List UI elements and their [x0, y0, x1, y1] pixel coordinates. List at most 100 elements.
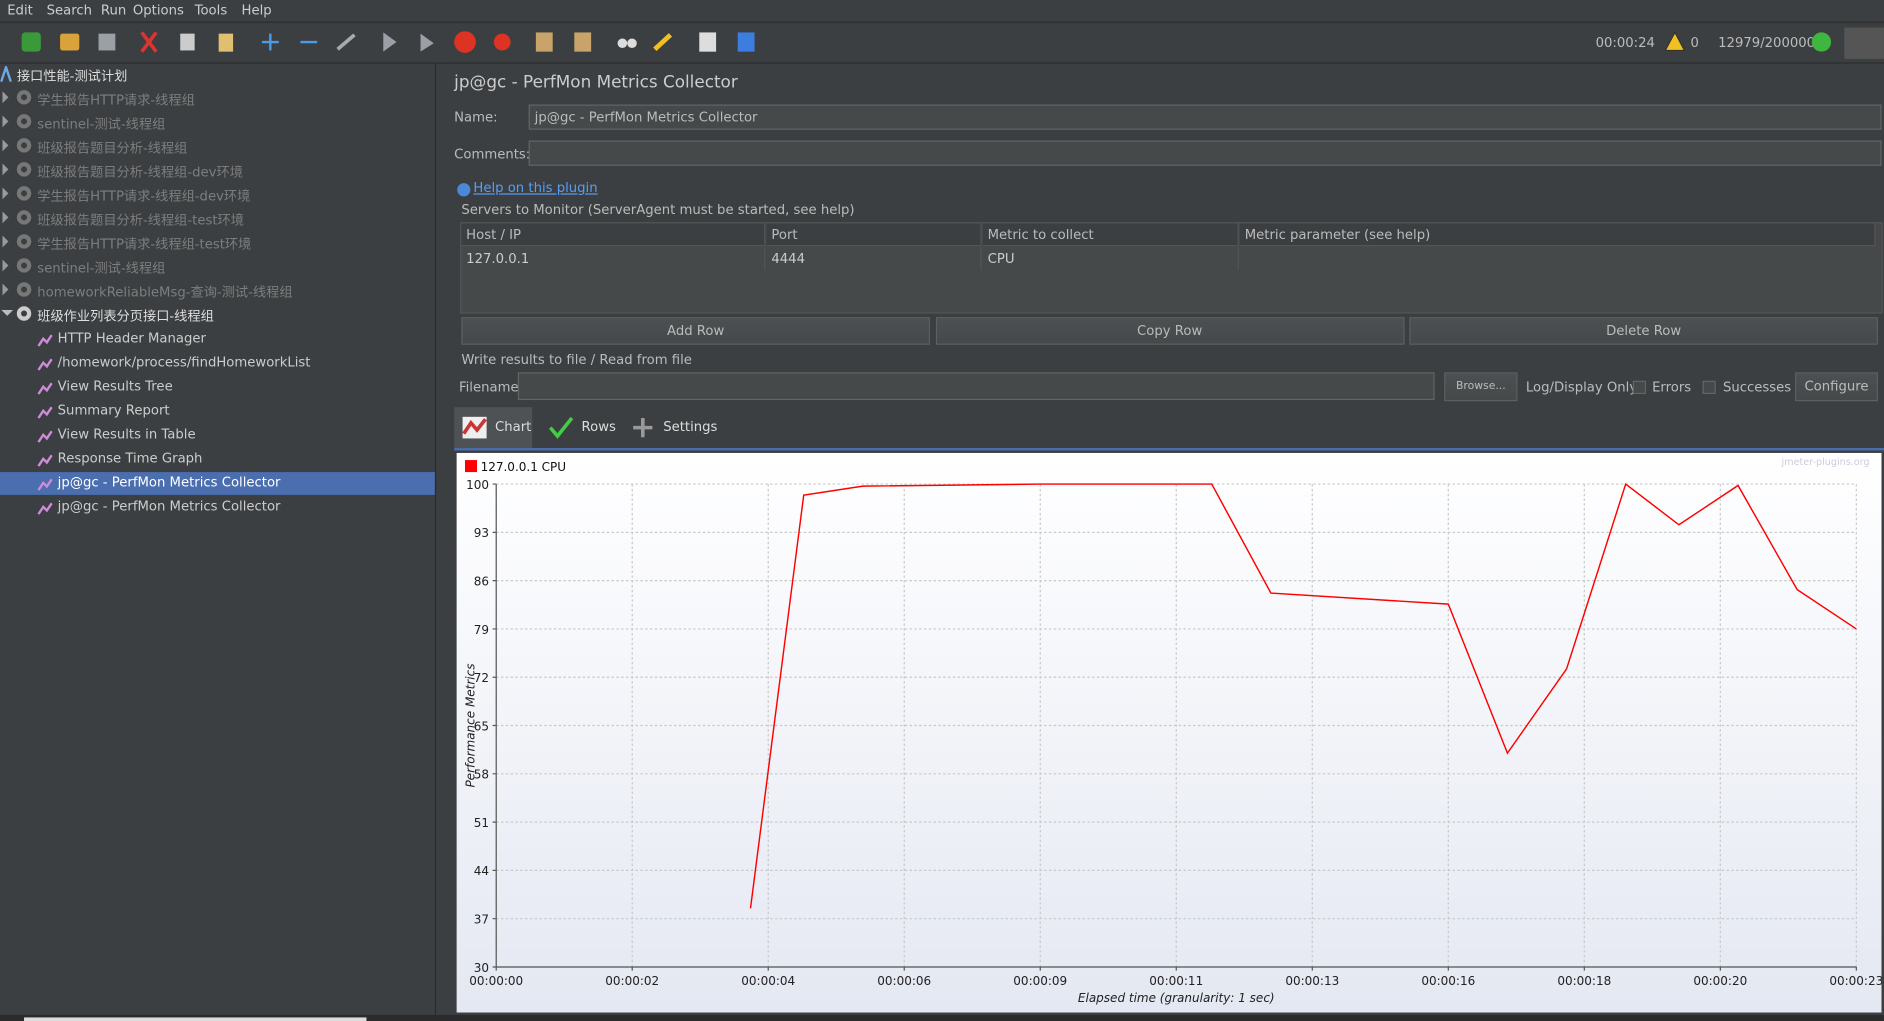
menu-item[interactable]: Search [46, 2, 93, 19]
icon [37, 430, 53, 443]
successes-checkbox[interactable] [1702, 380, 1716, 394]
log-button[interactable] [1844, 27, 1884, 59]
servers-label: Servers to Monitor (ServerAgent must be … [461, 201, 855, 218]
warning-count: 0 [1690, 34, 1699, 51]
tree-element[interactable]: jp@gc - PerfMon Metrics Collector [57, 498, 281, 515]
series-line [749, 482, 1857, 909]
y-tick-label: 86 [474, 574, 489, 588]
tree-element[interactable]: Response Time Graph [57, 450, 203, 467]
icon[interactable] [617, 38, 628, 49]
icon[interactable] [180, 33, 195, 51]
icon[interactable] [653, 33, 673, 52]
menu-item[interactable]: Tools [194, 2, 228, 19]
menu-item[interactable]: Run [100, 2, 127, 19]
tree-thread-group[interactable]: sentinel-测试-线程组 [37, 116, 166, 133]
expand-arrow[interactable] [2, 91, 9, 104]
tree-thread-group[interactable]: 班级报告题目分析-线程组-test环境 [37, 212, 244, 229]
row-button[interactable]: Add Row [461, 317, 930, 345]
errors-checkbox[interactable] [1632, 380, 1647, 394]
configure-button[interactable]: Configure [1795, 372, 1878, 402]
icon [16, 282, 32, 297]
icon[interactable] [737, 32, 755, 52]
table-cell[interactable]: 127.0.0.1 [461, 247, 766, 271]
tree-thread-group[interactable]: 学生报告HTTP请求-线程组-test环境 [37, 236, 252, 253]
y-tick-label: 37 [474, 912, 489, 926]
icon[interactable] [454, 31, 476, 53]
tab-label[interactable]: Rows [581, 419, 616, 435]
tree-root[interactable]: 接口性能-测试计划 [16, 68, 128, 85]
tree-thread-group[interactable]: 学生报告HTTP请求-线程组-dev环境 [37, 188, 251, 205]
x-tick-label: 00:00:02 [605, 974, 659, 988]
expand-arrow[interactable] [2, 211, 9, 224]
tree-element[interactable]: /homework/process/findHomeworkList [57, 354, 311, 370]
icon[interactable] [493, 33, 511, 51]
expand-arrow[interactable] [2, 163, 9, 176]
tree-thread-group[interactable]: 班级报告题目分析-线程组 [37, 140, 188, 157]
expand-arrow[interactable] [2, 283, 9, 296]
expand-arrow[interactable] [2, 115, 9, 128]
icon[interactable] [60, 33, 80, 51]
legend-swatch [464, 460, 477, 473]
x-axis-title: Elapsed time (granularity: 1 sec) [1078, 991, 1275, 1005]
column-header: Metric parameter (see help) [1239, 223, 1876, 247]
errors-label: Errors [1652, 379, 1692, 396]
icon [37, 358, 53, 371]
comments-field[interactable] [528, 140, 1882, 166]
icon[interactable] [336, 33, 356, 51]
y-tick-label: 72 [474, 671, 489, 685]
icon[interactable] [21, 32, 41, 52]
expand-arrow[interactable] [2, 187, 9, 200]
tree-element[interactable]: jp@gc - PerfMon Metrics Collector [57, 474, 281, 491]
legend-label: 127.0.0.1 CPU [481, 460, 566, 474]
expand-arrow[interactable] [2, 139, 9, 152]
menu-item[interactable]: Help [241, 2, 272, 19]
icon[interactable] [140, 31, 158, 53]
tree-element[interactable]: View Results in Table [57, 426, 196, 443]
y-tick-label: 100 [466, 478, 489, 492]
expand-arrow[interactable] [2, 235, 9, 248]
row-button[interactable]: Delete Row [1409, 317, 1878, 345]
icon [37, 334, 53, 347]
comments-label: Comments: [454, 146, 531, 163]
icon[interactable] [98, 33, 116, 51]
write-label: Write results to file / Read from file [461, 351, 692, 368]
help-link[interactable]: Help on this plugin [473, 180, 598, 196]
tree-element[interactable]: HTTP Header Manager [57, 330, 206, 346]
browse-button[interactable]: Browse... [1444, 372, 1518, 402]
filename-field[interactable] [517, 372, 1435, 400]
tree-thread-group[interactable]: homeworkReliableMsg-查询-测试-线程组 [37, 284, 293, 301]
icon[interactable] [535, 32, 553, 52]
expand-arrow[interactable] [2, 259, 9, 272]
name-field[interactable]: jp@gc - PerfMon Metrics Collector [528, 104, 1882, 130]
icon[interactable] [218, 33, 234, 52]
tree-thread-group[interactable]: 学生报告HTTP请求-线程组 [37, 92, 195, 109]
icon[interactable] [574, 32, 592, 52]
tree-thread-group[interactable]: 班级报告题目分析-线程组-dev环境 [37, 164, 243, 181]
tree-element[interactable]: Summary Report [57, 402, 170, 419]
table-cell[interactable]: 4444 [767, 247, 982, 271]
tab-label[interactable]: Settings [663, 419, 718, 435]
tree-thread-group[interactable]: sentinel-测试-线程组 [37, 260, 166, 277]
tree-thread-group[interactable]: 班级作业列表分页接口-线程组 [37, 308, 214, 325]
servers-table: Host / IP Port Metric to collect Metric par… [460, 222, 1883, 314]
icon[interactable] [699, 32, 717, 52]
icon[interactable] [383, 32, 397, 52]
table-cell[interactable]: CPU [983, 247, 1239, 271]
y-axis-title: Performance Metrics [464, 664, 478, 788]
y-tick-label: 65 [474, 719, 489, 733]
icon[interactable] [420, 33, 434, 52]
panel-title: jp@gc - PerfMon Metrics Collector [454, 73, 738, 93]
menu-item[interactable]: Edit [7, 2, 33, 19]
y-tick-label: 79 [474, 623, 489, 637]
menu-item[interactable]: Options [132, 2, 184, 19]
selection-highlight [0, 472, 435, 495]
row-button[interactable]: Copy Row [935, 317, 1404, 345]
icon [16, 210, 32, 225]
tab-label[interactable]: Chart [495, 419, 532, 435]
icon[interactable] [261, 33, 279, 51]
expand-arrow[interactable] [1, 309, 14, 317]
tree-element[interactable]: View Results Tree [57, 378, 173, 394]
tab-icon [462, 416, 487, 439]
icon[interactable] [627, 38, 637, 49]
